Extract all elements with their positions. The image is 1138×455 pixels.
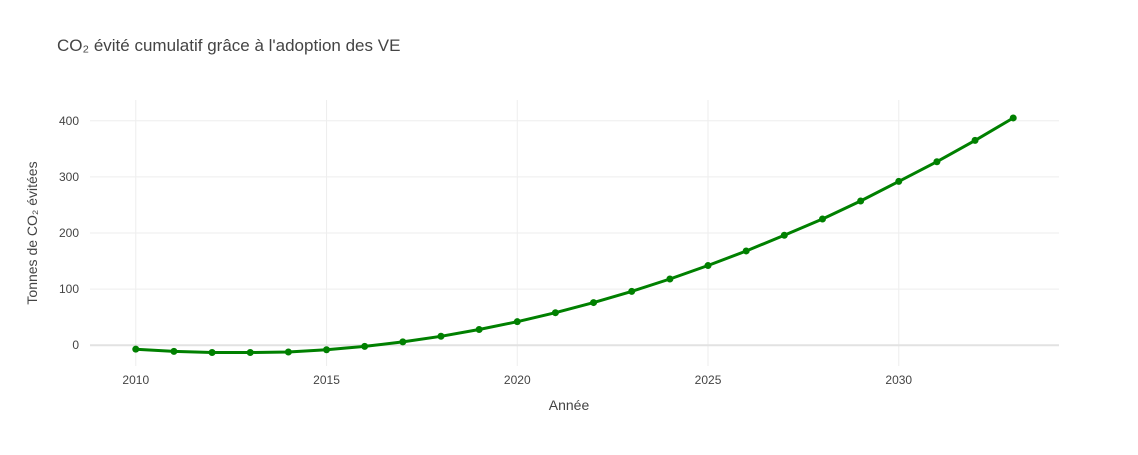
data-point[interactable] <box>361 342 369 350</box>
data-point[interactable] <box>551 309 559 317</box>
data-point[interactable] <box>437 332 445 340</box>
y-tick-label: 200 <box>59 226 79 240</box>
data-point[interactable] <box>780 231 788 239</box>
x-tick-label: 2015 <box>313 373 340 387</box>
x-axis-label: Année <box>549 397 590 413</box>
data-point[interactable] <box>399 338 407 346</box>
data-point[interactable] <box>246 349 254 357</box>
data-point[interactable] <box>513 318 521 326</box>
y-tick-label: 400 <box>59 114 79 128</box>
data-point[interactable] <box>170 347 178 355</box>
grid-lines <box>90 100 1059 366</box>
y-tick-label: 300 <box>59 170 79 184</box>
data-point[interactable] <box>971 136 979 144</box>
x-tick-label: 2030 <box>885 373 912 387</box>
data-point[interactable] <box>818 215 826 223</box>
data-point[interactable] <box>857 197 865 205</box>
data-point[interactable] <box>742 247 750 255</box>
data-point[interactable] <box>1009 114 1017 122</box>
data-point[interactable] <box>590 299 598 307</box>
data-point[interactable] <box>132 345 140 353</box>
data-point[interactable] <box>666 275 674 283</box>
series-line <box>134 116 1015 354</box>
data-point[interactable] <box>933 158 941 166</box>
x-tick-label: 2010 <box>122 373 149 387</box>
x-tick-label: 2025 <box>695 373 722 387</box>
data-point[interactable] <box>208 349 216 357</box>
data-point[interactable] <box>284 348 292 356</box>
chart-title: CO₂ évité cumulatif grâce à l'adoption d… <box>57 36 400 55</box>
x-tick-label: 2020 <box>504 373 531 387</box>
y-tick-label: 100 <box>59 282 79 296</box>
data-point[interactable] <box>704 262 712 270</box>
y-axis-label: Tonnes de CO₂ évitées <box>24 161 40 304</box>
data-point[interactable] <box>475 326 483 334</box>
data-point[interactable] <box>895 177 903 185</box>
data-point[interactable] <box>628 287 636 295</box>
y-tick-label: 0 <box>72 338 79 352</box>
data-point[interactable] <box>323 346 331 354</box>
series-layer <box>132 114 1017 357</box>
axis-ticks: 2010 2015 2020 2025 2030 0 100 200 300 400 <box>59 114 912 387</box>
